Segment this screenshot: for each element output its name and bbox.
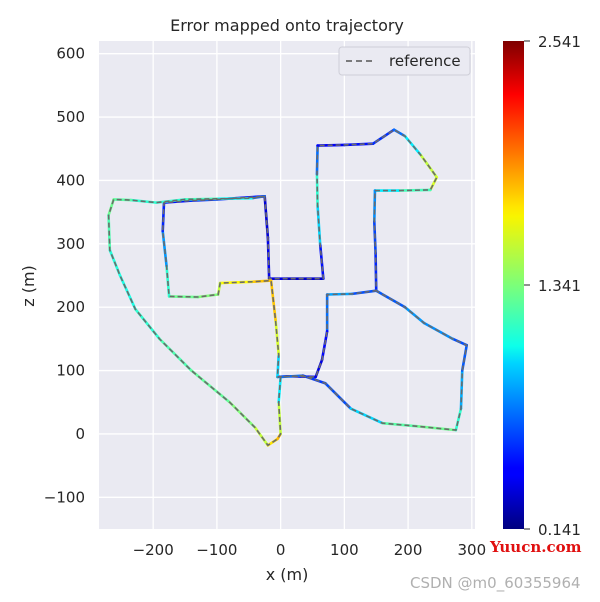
plot-area — [99, 41, 475, 529]
y-axis-label: z (m) — [19, 265, 38, 307]
trajectory-segment — [350, 289, 378, 296]
chart-title: Error mapped onto trajectory — [170, 16, 404, 35]
x-axis: −200 −100 0 100 200 300 — [133, 541, 487, 559]
trajectory-segment — [196, 293, 220, 299]
reference-line — [107, 128, 468, 447]
watermark-csdn: CSDN @m0_60355964 — [410, 574, 581, 592]
trajectory-segment — [325, 292, 354, 296]
trajectory-segment — [301, 374, 327, 385]
y-axis: −100 0 100 200 300 400 500 600 — [44, 45, 85, 507]
trajectory-segment — [403, 134, 423, 157]
y-tick-label: 100 — [56, 362, 85, 380]
y-tick-label: 0 — [75, 425, 85, 443]
y-tick-label: 400 — [56, 171, 85, 189]
colorbar-gradient — [503, 41, 524, 529]
y-tick-label: 500 — [56, 108, 85, 126]
y-tick-label: 200 — [56, 298, 85, 316]
x-tick-label: 200 — [394, 541, 423, 559]
x-tick-label: 100 — [330, 541, 359, 559]
x-axis-label: x (m) — [266, 565, 309, 584]
x-tick-label: −200 — [133, 541, 174, 559]
x-tick-label: 300 — [457, 541, 486, 559]
colorbar: 2.541 1.341 0.141 — [503, 33, 581, 539]
colorbar-label-min: 0.141 — [538, 521, 581, 539]
y-tick-label: 300 — [56, 235, 85, 253]
y-tick-label: −100 — [44, 488, 85, 506]
colorbar-label-max: 2.541 — [538, 33, 581, 51]
trajectory-segment — [454, 407, 463, 432]
x-tick-label: 0 — [276, 541, 286, 559]
legend-label-reference: reference — [389, 52, 461, 70]
legend: reference — [338, 46, 471, 76]
y-tick-label: 600 — [56, 45, 85, 63]
legend-box — [338, 46, 471, 76]
trajectory-segment — [403, 305, 426, 325]
x-tick-label: −100 — [196, 541, 237, 559]
colorbar-label-mid: 1.341 — [538, 277, 581, 295]
watermark-yuucn: Yuucn.com — [490, 538, 582, 556]
